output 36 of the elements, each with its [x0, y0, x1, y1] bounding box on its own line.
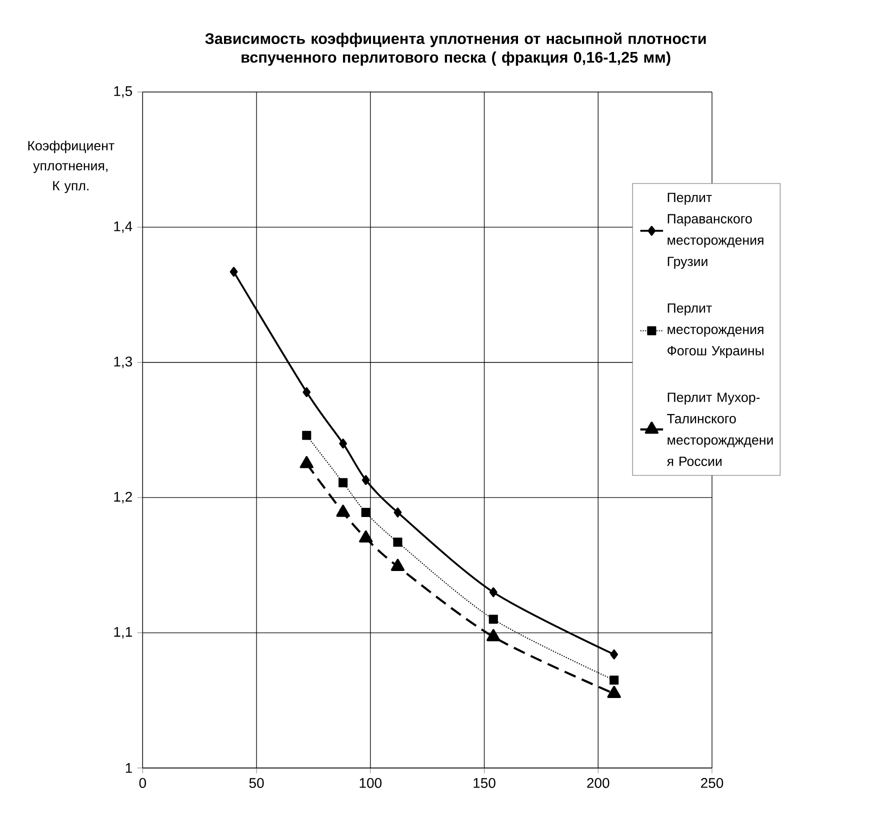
y-tick-label: 1,1	[114, 627, 132, 639]
point	[300, 456, 314, 468]
y-tick-label: 1,5	[114, 86, 132, 98]
legend-label: Перлит Параванского месторождения Грузии	[668, 192, 764, 269]
legend-label: Перлит Мухор-Талинского месторождждени я России	[666, 392, 773, 466]
legend-label: Перлит месторождения Фогош Украины	[668, 303, 764, 358]
x-tick-label: 200	[587, 778, 610, 788]
point	[302, 387, 311, 398]
x-tick-label: 50	[249, 778, 264, 788]
point	[488, 614, 498, 624]
y-axis-title: Коэффициент уплотнения, К упл.	[28, 140, 114, 194]
y-tick-label: 1,2	[114, 492, 132, 504]
point	[390, 558, 405, 571]
point	[230, 266, 238, 277]
x-tick-label: 150	[474, 778, 496, 788]
chart-title: Зависимость коэффициента уплотнения от насыпной плотности вспученного перлитового песка ( фракция 0,16-1,25 мм)	[205, 32, 706, 66]
point	[336, 504, 350, 517]
point	[610, 649, 618, 660]
y-tick-label: 1,3	[114, 356, 132, 368]
point	[394, 508, 402, 518]
point	[338, 478, 348, 488]
x-tick-label: 0	[139, 778, 146, 788]
point	[339, 438, 348, 448]
point	[489, 587, 498, 598]
point	[610, 676, 619, 685]
point	[607, 686, 621, 698]
y-tick-label: 1	[126, 763, 132, 773]
point	[486, 629, 500, 642]
point	[362, 475, 370, 485]
x-tick-label: 100	[360, 778, 382, 788]
point	[359, 530, 373, 543]
y-tick-label: 1,4	[114, 221, 132, 233]
x-tick-label: 250	[701, 778, 724, 788]
point	[302, 430, 312, 440]
point	[361, 508, 370, 517]
point	[393, 538, 402, 547]
